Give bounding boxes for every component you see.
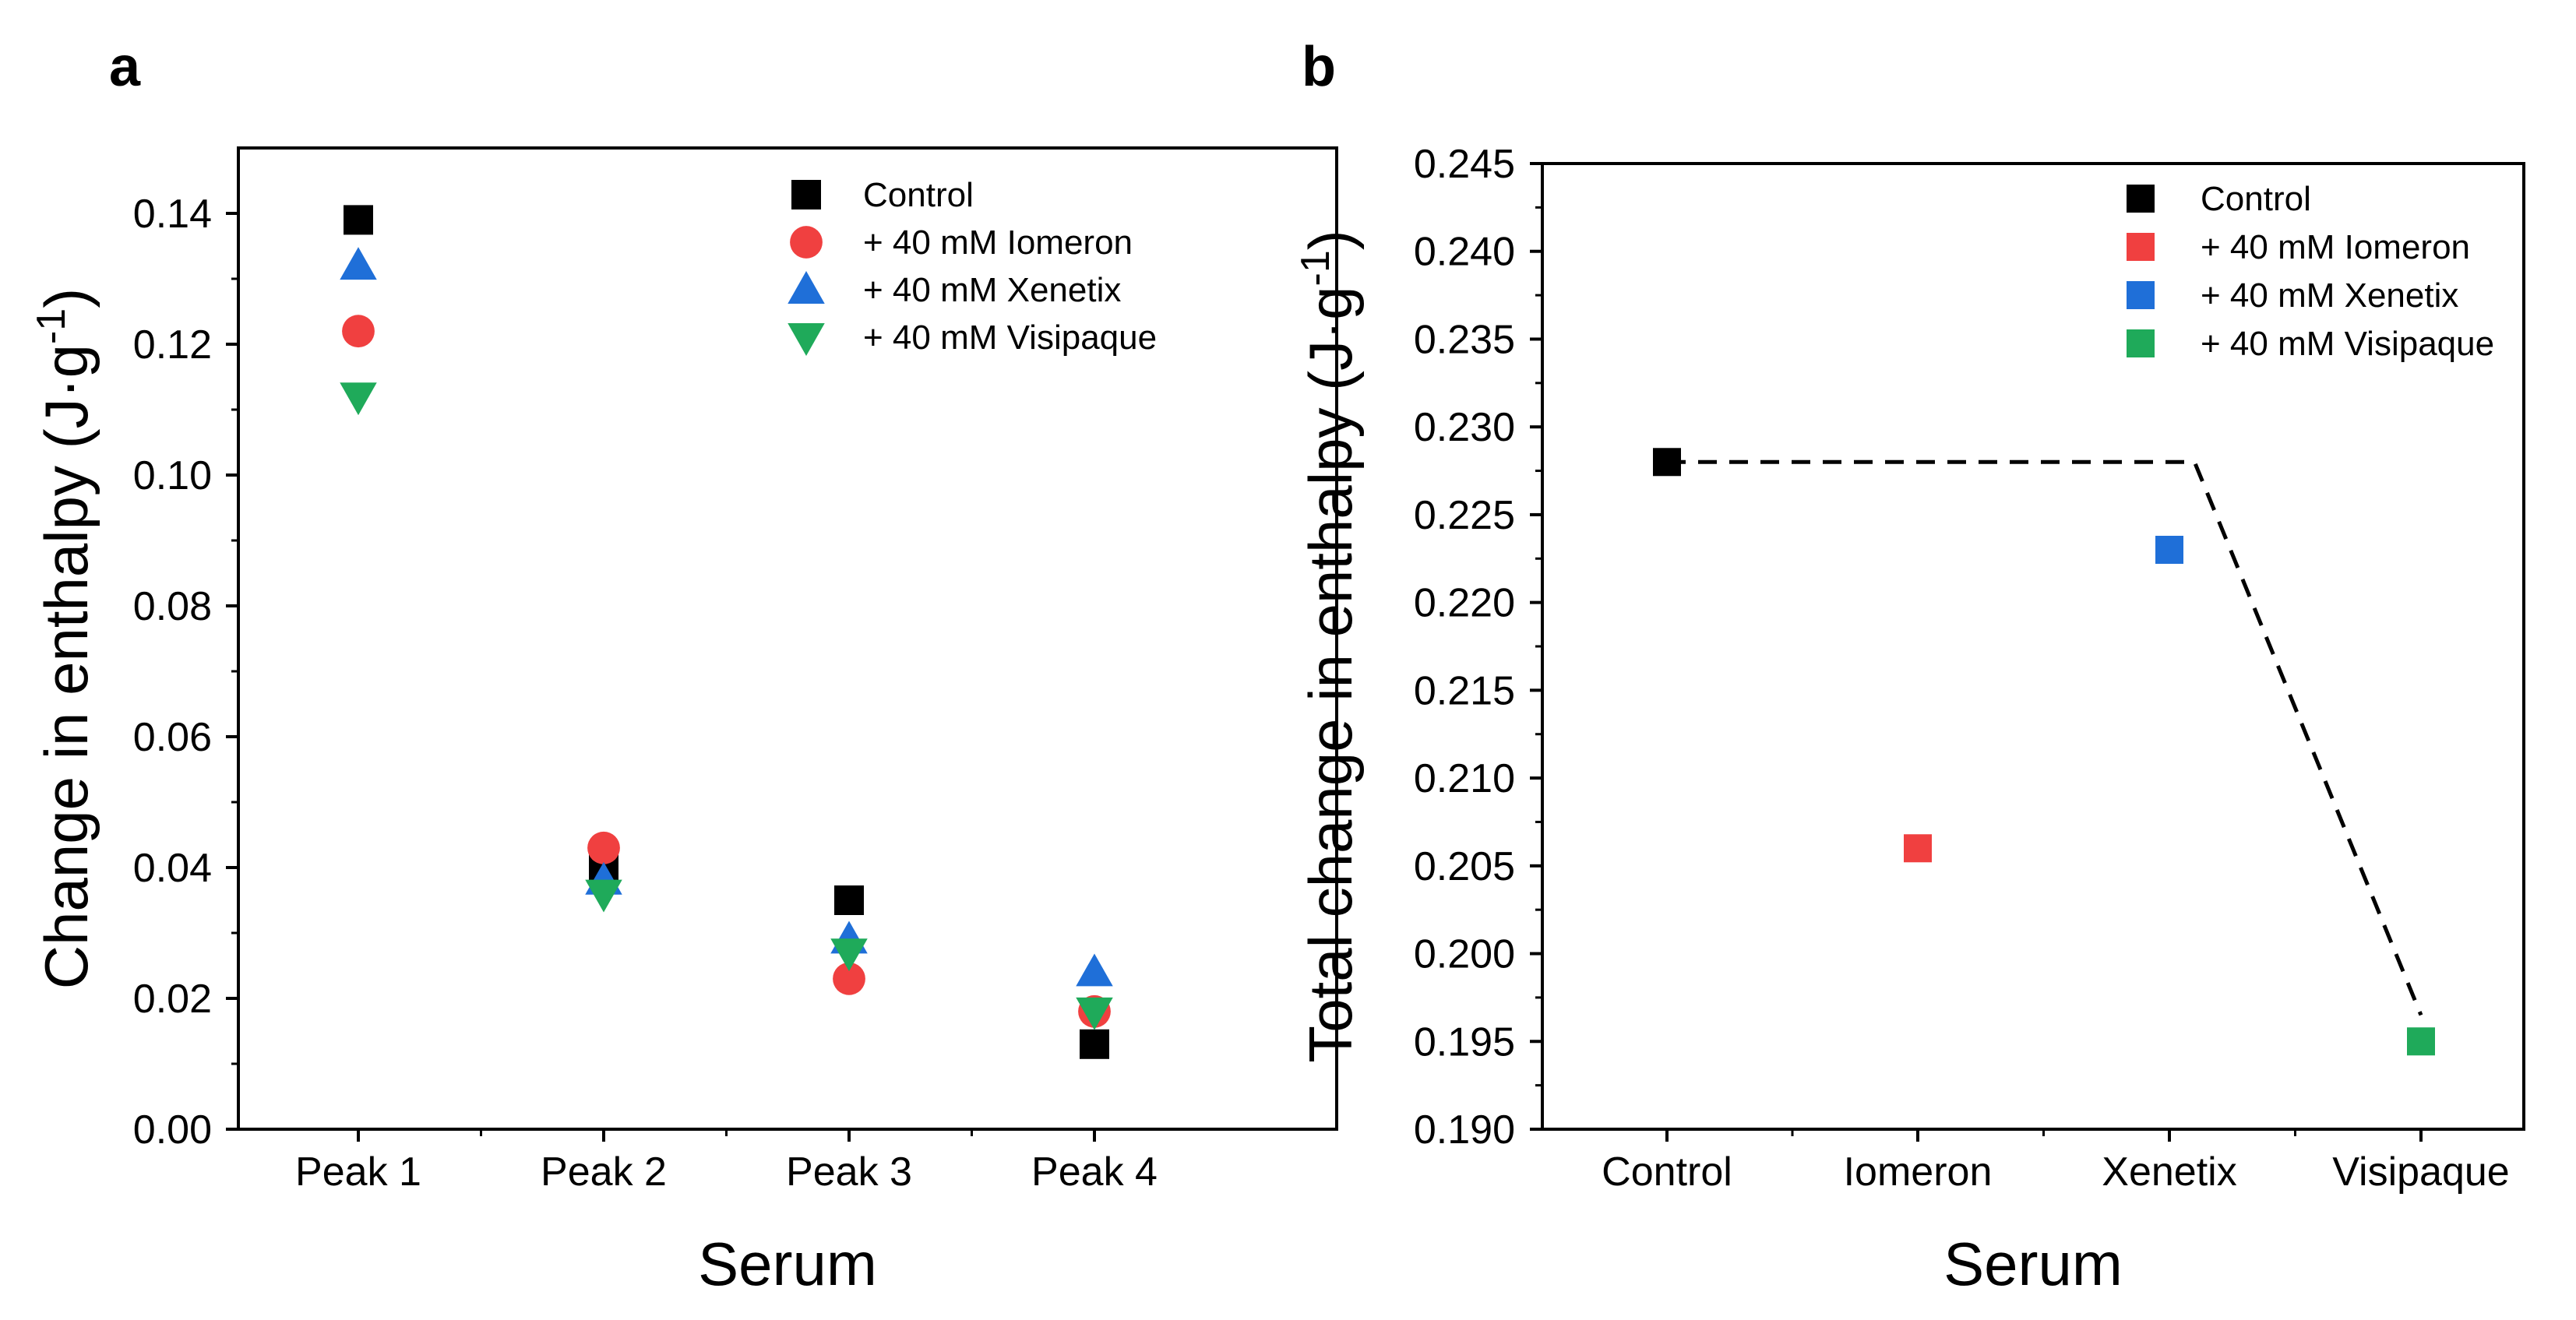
panel-b-legend-label: Control	[2201, 180, 2311, 218]
panel-a-legend-label: + 40 mM Visipaque	[863, 319, 1157, 357]
panel-b-legend-label: + 40 mM Xenetix	[2201, 276, 2458, 315]
panel-a-legend-marker	[791, 180, 821, 209]
panel-b-y-tick-label: 0.240	[1414, 230, 1515, 275]
panel-a-y-tick-label: 0.06	[133, 715, 212, 760]
panel-b-point-square	[2407, 1027, 2435, 1056]
panel-a-x-tick-label: Peak 2	[541, 1149, 667, 1195]
panel-b-x-tick-label: Visipaque	[2332, 1149, 2509, 1195]
panel-a-x-axis-title: Serum	[698, 1230, 877, 1298]
panel-a-point-circle	[833, 962, 865, 995]
panel-a-point-triangle-up	[1076, 953, 1113, 987]
panel-a-y-tick-label: 0.00	[133, 1107, 212, 1153]
panel-b-chart: b 0.190 0.195 0.200 0.205 0.210 0.215 0.220 0.22…	[1293, 36, 2525, 1298]
panel-a-point-triangle-down	[585, 879, 622, 913]
panel-a-point-circle	[587, 831, 620, 864]
panel-a-chart: a 0.00 0.02 0.04 0.06 0.08 0.10 0.12 0.14 Peak 1 P…	[29, 36, 1338, 1298]
panel-a-point-triangle-down	[340, 382, 377, 416]
panel-a-y-tick-label: 0.10	[133, 453, 212, 498]
panel-b-label: b	[1302, 36, 1336, 98]
panel-a-point-square	[1080, 1029, 1109, 1059]
panel-a-label: a	[109, 36, 141, 98]
panel-b-y-tick-label: 0.200	[1414, 932, 1515, 977]
panel-a-legend-label: Control	[863, 176, 974, 214]
panel-a-y-tick-label: 0.12	[133, 322, 212, 368]
panel-a-legend-marker	[788, 271, 825, 304]
panel-b-x-tick-label: Control	[1602, 1149, 1732, 1195]
panel-b-legend-marker	[2127, 329, 2155, 357]
panel-a-x-tick-label: Peak 1	[295, 1149, 421, 1195]
panel-b-y-title-close: )	[1296, 230, 1365, 250]
panel-b-y-tick-label: 0.225	[1414, 493, 1515, 538]
panel-b-legend-label: + 40 mM Iomeron	[2201, 228, 2470, 266]
panel-b-x-axis-title: Serum	[1943, 1230, 2123, 1298]
panel-b-y-tick-label: 0.210	[1414, 756, 1515, 801]
panel-b-y-axis-title: Total change in enthalpy (J·g-1)	[1293, 230, 1365, 1063]
panel-b-y-tick-label: 0.235	[1414, 317, 1515, 362]
panel-a-point-circle	[342, 315, 375, 348]
panel-a-y-title-main: Change in enthalpy (J·g	[32, 344, 100, 989]
panel-a-legend-label: + 40 mM Xenetix	[863, 271, 1121, 309]
panel-a-point-square	[344, 205, 373, 235]
panel-b-point-square	[1653, 448, 1681, 477]
panel-b-y-tick-label: 0.220	[1414, 581, 1515, 626]
panel-a-point-triangle-down	[1076, 997, 1113, 1030]
panel-a-y-title-close: )	[32, 288, 100, 308]
panel-a-x-tick-label: Peak 3	[786, 1149, 912, 1195]
panel-a-axes-frame	[237, 146, 1338, 1131]
panel-b-point-square	[2155, 536, 2183, 564]
panel-a-y-tick-label: 0.08	[133, 584, 212, 629]
panel-b-y-tick-label: 0.230	[1414, 405, 1515, 450]
panel-a-y-tick-label: 0.04	[133, 846, 212, 891]
panel-b-legend-marker	[2127, 281, 2155, 309]
panel-b-trend-line	[1667, 459, 2423, 1016]
panel-a-y-axis-title: Change in enthalpy (J·g-1)	[29, 288, 100, 989]
panel-b-y-title-main: Total change in enthalpy (J·g	[1296, 286, 1365, 1062]
panel-b-legend-marker	[2127, 185, 2155, 213]
panel-b-y-tick-label: 0.205	[1414, 844, 1515, 889]
panel-b-legend-label: + 40 mM Visipaque	[2201, 325, 2494, 363]
panel-a-point-square	[834, 885, 864, 915]
panel-a-y-tick-label: 0.02	[133, 977, 212, 1022]
panel-b-y-tick-label: 0.215	[1414, 668, 1515, 713]
panel-b-y-tick-label: 0.245	[1414, 142, 1515, 187]
panel-b-point-square	[1904, 834, 1932, 863]
panel-b-y-tick-label: 0.190	[1414, 1107, 1515, 1153]
panel-a-legend-marker	[790, 226, 823, 259]
panel-a-legend-label: + 40 mM Iomeron	[863, 224, 1133, 262]
panel-b-x-tick-label: Iomeron	[1844, 1149, 1993, 1195]
panel-b-x-tick-label: Xenetix	[2102, 1149, 2236, 1195]
panel-a-legend-marker	[788, 323, 825, 356]
panel-a-y-tick-label: 0.14	[133, 192, 212, 237]
panel-a-x-tick-label: Peak 4	[1031, 1149, 1158, 1195]
panel-b-legend-marker	[2127, 233, 2155, 261]
panel-a-point-triangle-up	[340, 247, 377, 280]
panel-b-y-tick-label: 0.195	[1414, 1019, 1515, 1065]
panel-b-y-title-sup: -1	[1293, 250, 1338, 286]
panel-a-point-triangle-down	[830, 938, 868, 972]
panel-a-y-title-sup: -1	[29, 308, 74, 344]
